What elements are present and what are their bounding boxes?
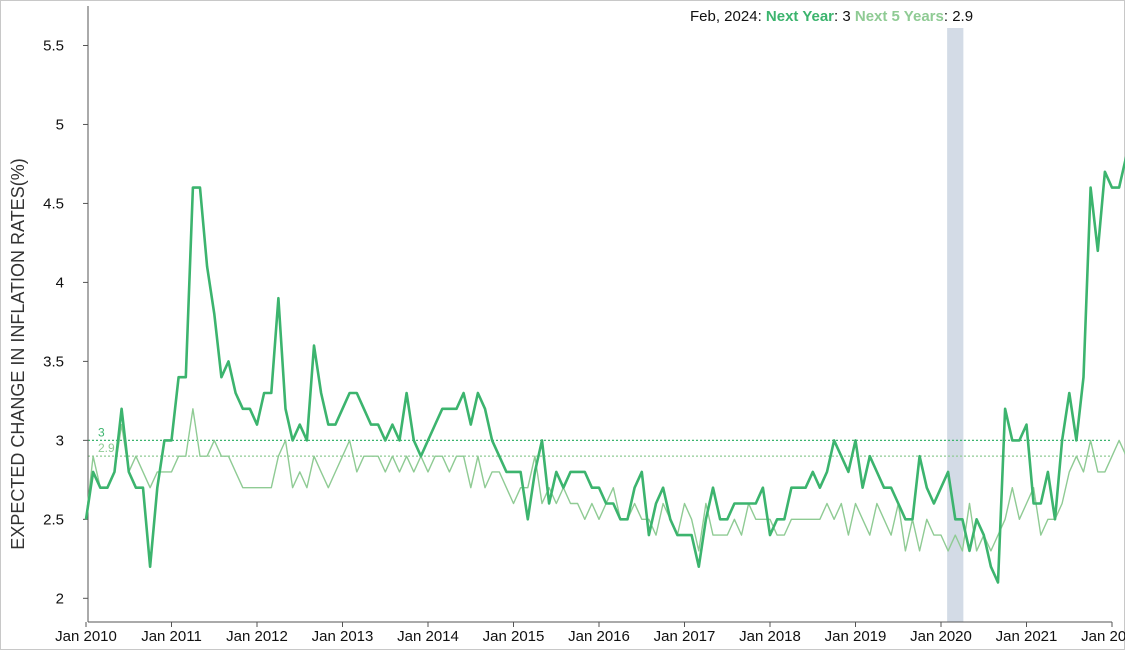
x-tick-label: Jan 2022 xyxy=(1081,628,1125,645)
x-tick-label: Jan 2010 xyxy=(55,628,117,645)
recession-band-layer xyxy=(947,28,964,622)
x-tick-label: Jan 2015 xyxy=(483,628,545,645)
series-line-next-year xyxy=(84,155,1125,584)
tooltip-series2-label: Next 5 Years xyxy=(855,8,944,25)
hover-tooltip: Feb, 2024: Next Year: 3 Next 5 Years: 2.… xyxy=(690,8,973,25)
y-axis-label: EXPECTED CHANGE IN INFLATION RATES(%) xyxy=(8,158,28,549)
y-tick-label: 3.5 xyxy=(43,353,64,370)
y-tick-label: 3 xyxy=(56,432,64,449)
x-tick-label: Jan 2012 xyxy=(226,628,288,645)
x-tick-label: Jan 2013 xyxy=(312,628,374,645)
tooltip-date: Feb, 2024 xyxy=(690,8,758,25)
recession-shade xyxy=(947,28,964,622)
tooltip-series1-value: 3 xyxy=(842,8,850,25)
x-tick-label: Jan 2017 xyxy=(654,628,716,645)
axes-layer: 2 2.5 3 3.5 4 4.5 5 5.5 Jan 2010 Jan 2011 Jan 2012… xyxy=(43,6,1125,645)
series-layer xyxy=(84,155,1125,584)
tooltip-series2-value: 2.9 xyxy=(952,8,973,25)
x-tick-label: Jan 2014 xyxy=(397,628,459,645)
series-line-next-5-years xyxy=(85,408,1125,552)
reference-line-layer: 32.9 xyxy=(88,425,1112,457)
y-tick-label: 2.5 xyxy=(43,511,64,528)
x-tick-label: Jan 2020 xyxy=(910,628,972,645)
y-tick-label: 4 xyxy=(56,274,64,291)
tooltip-series1-label: Next Year xyxy=(766,8,834,25)
y-tick-label: 2 xyxy=(56,590,64,607)
y-tick-label: 5.5 xyxy=(43,37,64,54)
x-tick-label: Jan 2011 xyxy=(141,628,202,645)
x-tick-label: Jan 2018 xyxy=(739,628,801,645)
x-tick-label: Jan 2019 xyxy=(825,628,887,645)
x-tick-label: Jan 2021 xyxy=(996,628,1058,645)
y-tick-label: 4.5 xyxy=(43,195,64,212)
reference-line-label: 3 xyxy=(98,425,105,439)
reference-line-label: 2.9 xyxy=(98,441,115,455)
x-tick-label: Jan 2016 xyxy=(568,628,630,645)
y-tick-label: 5 xyxy=(56,116,64,133)
